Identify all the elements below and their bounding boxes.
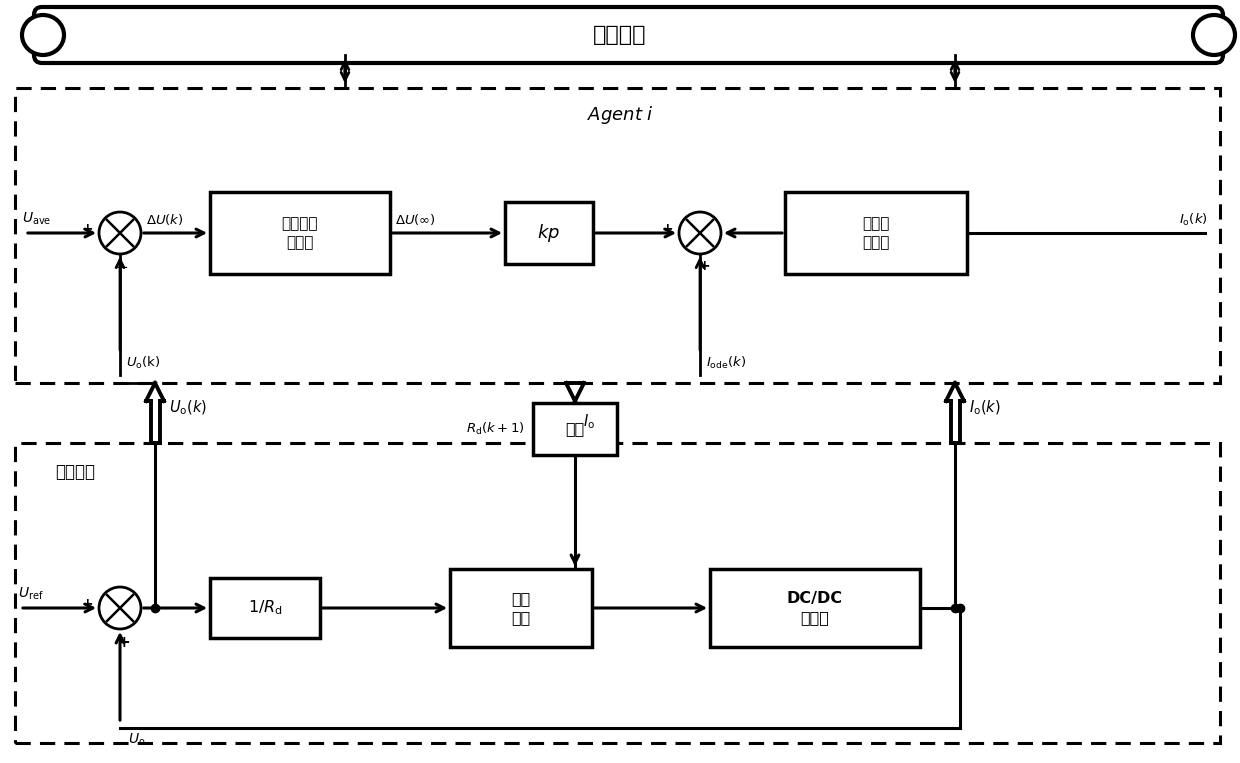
Text: $I_{\mathrm{o}}(k)$: $I_{\mathrm{o}}(k)$: [968, 399, 1001, 417]
Text: $kp$: $kp$: [537, 222, 560, 244]
Text: +: +: [82, 597, 93, 611]
Ellipse shape: [22, 15, 64, 55]
Text: 电流
内环: 电流 内环: [511, 591, 531, 625]
Text: $-$: $-$: [115, 258, 129, 273]
Text: $U_{\mathrm{ref}}$: $U_{\mathrm{ref}}$: [19, 585, 43, 602]
FancyBboxPatch shape: [533, 403, 618, 455]
Text: +: +: [698, 259, 709, 273]
Text: $I_{\mathrm{o}}(k)$: $I_{\mathrm{o}}(k)$: [1179, 212, 1208, 228]
Text: +: +: [82, 222, 93, 236]
Text: 通信馈路: 通信馈路: [593, 25, 647, 45]
FancyBboxPatch shape: [33, 7, 1223, 63]
Text: Agent $i$: Agent $i$: [587, 104, 653, 126]
Text: +: +: [118, 635, 130, 650]
Text: $U_{\mathrm{ave}}$: $U_{\mathrm{ave}}$: [22, 211, 51, 227]
Text: +: +: [661, 222, 673, 236]
FancyBboxPatch shape: [785, 192, 967, 274]
Text: 下垂控制: 下垂控制: [55, 463, 95, 481]
Text: $I_{\mathrm{o}}$: $I_{\mathrm{o}}$: [583, 412, 595, 431]
Text: DC/DC
变流器: DC/DC 变流器: [787, 591, 843, 625]
FancyBboxPatch shape: [210, 192, 391, 274]
Text: $U_{\mathrm{o}}(\mathrm{k})$: $U_{\mathrm{o}}(\mathrm{k})$: [126, 355, 160, 371]
Text: 滤波: 滤波: [565, 421, 584, 436]
Text: $R_{\mathrm{d}}(k+1)$: $R_{\mathrm{d}}(k+1)$: [466, 421, 525, 437]
Text: $U_{\mathrm{o}}$: $U_{\mathrm{o}}$: [128, 732, 145, 749]
FancyBboxPatch shape: [711, 569, 920, 647]
FancyBboxPatch shape: [210, 578, 320, 638]
Text: $1/R_{\mathrm{d}}$: $1/R_{\mathrm{d}}$: [248, 599, 283, 617]
Text: 电压一致
性迭代: 电压一致 性迭代: [281, 216, 319, 250]
Text: $I_{\mathrm{ode}}(k)$: $I_{\mathrm{ode}}(k)$: [706, 355, 746, 371]
Text: $\Delta U(\infty)$: $\Delta U(\infty)$: [396, 212, 436, 227]
Ellipse shape: [1193, 15, 1235, 55]
Text: $\Delta U(k)$: $\Delta U(k)$: [146, 212, 184, 227]
FancyBboxPatch shape: [505, 202, 593, 264]
FancyBboxPatch shape: [450, 569, 591, 647]
Text: 电流指
令计算: 电流指 令计算: [862, 216, 889, 250]
Text: $U_{\mathrm{o}}(k)$: $U_{\mathrm{o}}(k)$: [169, 399, 207, 417]
